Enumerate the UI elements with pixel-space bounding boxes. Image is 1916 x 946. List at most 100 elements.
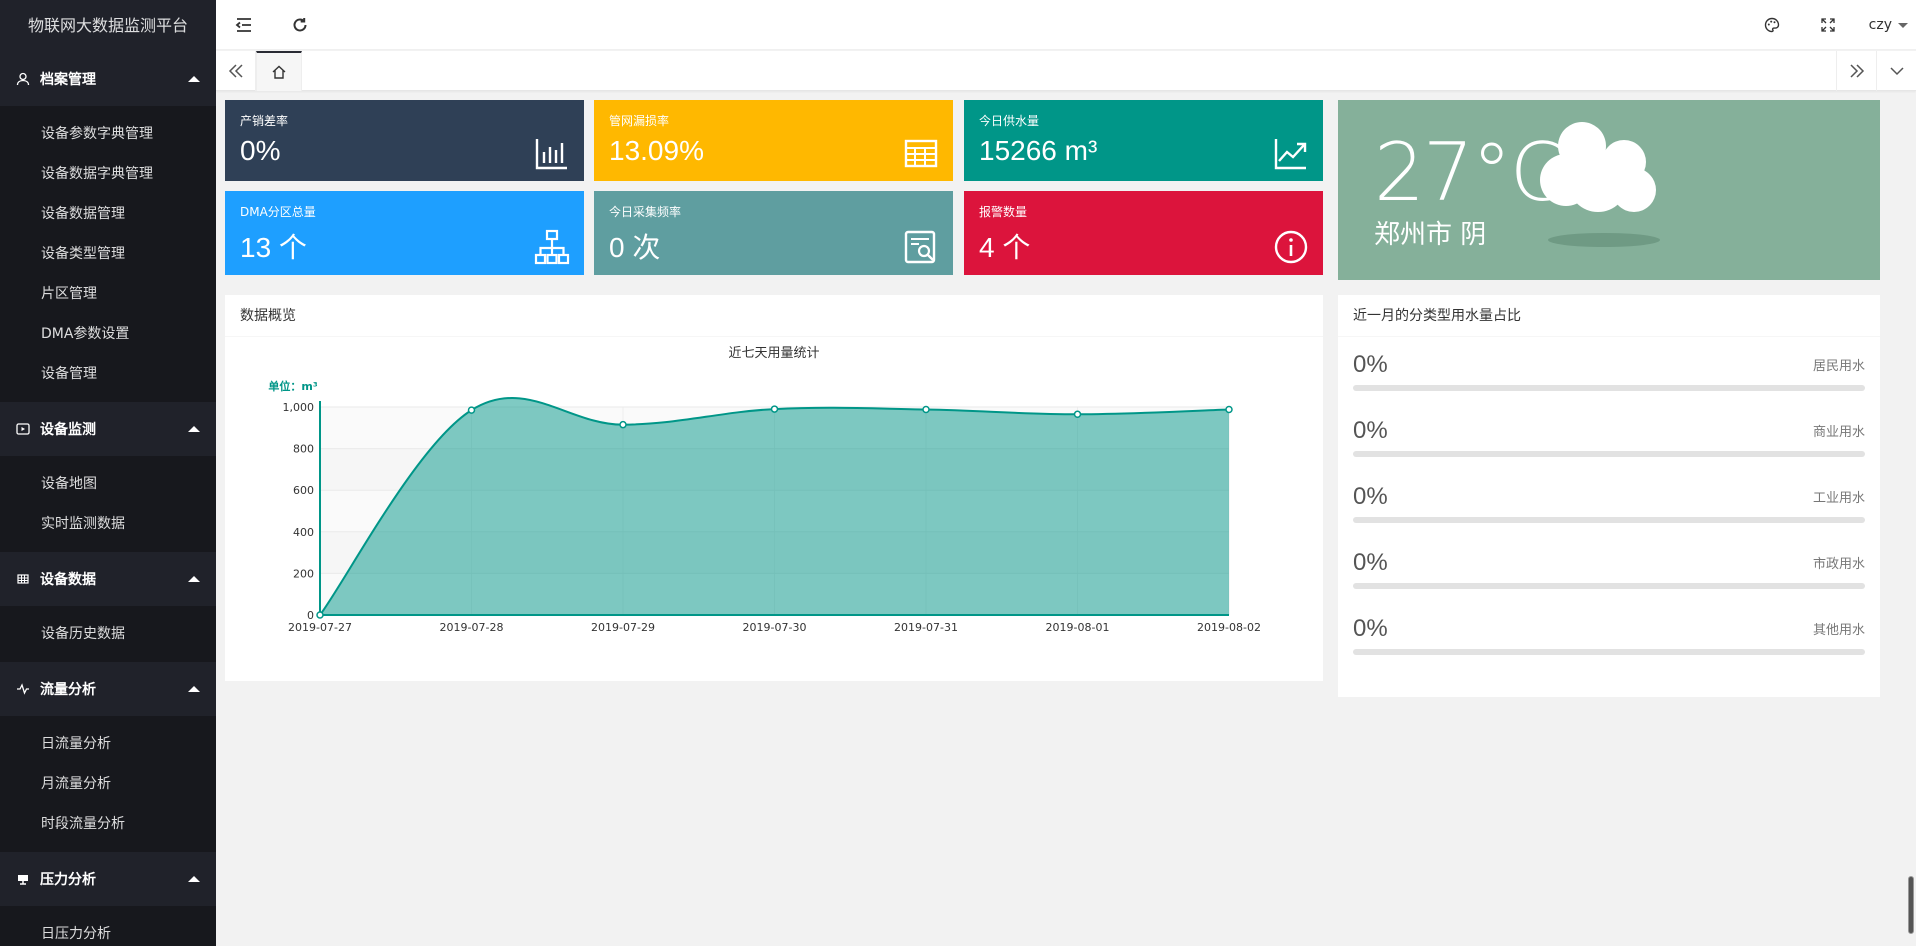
user-menu[interactable]: czy	[1869, 0, 1908, 50]
usage-ratio-value: 0%	[1353, 351, 1388, 378]
stat-card-value: 0 次	[609, 232, 661, 263]
overview-panel: 数据概览 近七天用量统计 单位：m³ 0 200 400 600 800 1,000 201…	[225, 295, 1323, 681]
usage-ratio-value: 0%	[1353, 549, 1388, 576]
usage-area-chart[interactable]: 近七天用量统计 单位：m³ 0 200 400 600 800 1,000 2019-07-…	[225, 337, 1323, 681]
chart-data-point	[619, 420, 627, 429]
chart-area-series	[320, 397, 1229, 615]
monitor-icon	[16, 872, 30, 886]
usage-ratio-row: 0% 市政用水	[1353, 549, 1865, 589]
stat-card-title: 今日供水量	[979, 114, 1040, 128]
sidebar-item[interactable]: 设备数据字典管理	[41, 166, 153, 182]
usage-ratio-label: 市政用水	[1812, 557, 1865, 572]
chart-y-tick-label: 600	[293, 484, 314, 497]
sidebar-item[interactable]: 设备历史数据	[41, 626, 125, 642]
usage-ratio-label: 居民用水	[1812, 359, 1865, 374]
stat-card: 今日供水量 15266 m³	[964, 100, 1323, 181]
chevron-up-icon	[188, 76, 200, 82]
usage-ratio-value: 0%	[1353, 483, 1388, 510]
bar-chart-icon	[534, 135, 570, 171]
tabs-scroll-right-icon[interactable]	[1836, 51, 1876, 91]
sidebar-item[interactable]: 设备管理	[41, 366, 97, 382]
chart-data-point	[922, 405, 930, 414]
sidebar-submenu: 设备地图实时监测数据	[0, 456, 216, 552]
sidebar-group-4[interactable]: 流量分析	[0, 662, 216, 716]
chevron-up-icon	[188, 686, 200, 692]
sidebar-group-3[interactable]: 设备数据	[0, 552, 216, 606]
chart-y-tick-label: 0	[307, 609, 314, 622]
chart-data-point	[1225, 405, 1233, 414]
fullscreen-icon[interactable]	[1800, 0, 1856, 50]
refresh-icon[interactable]	[272, 0, 328, 50]
sidebar-group-1[interactable]: 档案管理	[0, 52, 216, 106]
search-doc-icon	[903, 229, 939, 265]
tabs-bar	[216, 51, 1916, 91]
stat-card-title: 报警数量	[979, 205, 1028, 219]
usage-ratio-row: 0% 其他用水	[1353, 615, 1865, 655]
sidebar-group-2[interactable]: 设备监测	[0, 402, 216, 456]
usage-ratio-value: 0%	[1353, 417, 1388, 444]
usage-ratio-label: 其他用水	[1812, 623, 1865, 638]
cloud-icon	[1540, 122, 1660, 247]
chevron-up-icon	[188, 576, 200, 582]
chart-data-point	[467, 406, 476, 414]
sidebar-submenu: 日压力分析	[0, 906, 216, 946]
chart-data-point	[770, 405, 779, 413]
stat-card-value: 4 个	[979, 232, 1031, 263]
chart-x-tick-label: 2019-08-01	[1046, 621, 1110, 634]
chart-data-point	[1073, 410, 1082, 419]
play-icon	[16, 422, 30, 436]
sidebar-submenu: 设备历史数据	[0, 606, 216, 662]
sidebar-item[interactable]: 设备参数字典管理	[41, 126, 153, 142]
chevron-up-icon	[188, 426, 200, 432]
sidebar-item[interactable]: 设备地图	[41, 476, 97, 492]
sidebar-item[interactable]: 日流量分析	[41, 736, 111, 752]
sidebar-item[interactable]: DMA参数设置	[41, 326, 130, 342]
sidebar-item[interactable]: 设备数据管理	[41, 206, 125, 222]
tabs-scroll-left-icon[interactable]	[216, 51, 256, 91]
stat-card-value: 15266 m³	[979, 135, 1098, 166]
weather-city: 郑州市 阴	[1374, 220, 1487, 250]
table-icon	[16, 572, 30, 586]
stat-card: 今日采集频率 0 次	[594, 191, 953, 275]
sidebar-item[interactable]: 日压力分析	[41, 926, 111, 942]
usage-ratio-row: 0% 居民用水	[1353, 351, 1865, 391]
chart-y-tick-label: 400	[293, 526, 314, 539]
sidebar-item[interactable]: 月流量分析	[41, 776, 111, 792]
chart-x-tick-label: 2019-07-27	[288, 621, 352, 634]
weather-panel: 27°C 郑州市 阴	[1338, 100, 1880, 280]
chart-x-tick-label: 2019-07-31	[894, 621, 958, 634]
sidebar-item[interactable]: 时段流量分析	[41, 816, 125, 832]
tabs-dropdown-icon[interactable]	[1876, 51, 1916, 91]
sidebar-submenu: 日流量分析月流量分析时段流量分析	[0, 716, 216, 852]
info-icon	[1273, 229, 1309, 265]
usage-ratio-progress	[1353, 517, 1865, 523]
usage-ratio-row: 0% 工业用水	[1353, 483, 1865, 523]
chevron-up-icon	[188, 876, 200, 882]
wave-icon	[16, 682, 30, 696]
stat-card-value: 13 个	[240, 232, 307, 263]
usage-ratio-progress	[1353, 649, 1865, 655]
usage-ratio-progress	[1353, 451, 1865, 457]
chart-x-tick-label: 2019-07-28	[440, 621, 504, 634]
sidebar-group-5[interactable]: 压力分析	[0, 852, 216, 906]
stat-card: 报警数量 4 个	[964, 191, 1323, 275]
sidebar-item[interactable]: 设备类型管理	[41, 246, 125, 262]
usage-ratio-value: 0%	[1353, 615, 1388, 642]
stat-card: 管网漏损率 13.09%	[594, 100, 953, 181]
stat-card: 产销差率 0%	[225, 100, 584, 181]
usage-ratio-progress	[1353, 385, 1865, 391]
chart-x-tick-label: 2019-08-02	[1197, 621, 1261, 634]
theme-icon[interactable]	[1744, 0, 1800, 50]
overview-title: 数据概览	[225, 295, 1323, 337]
sidebar-item[interactable]: 实时监测数据	[41, 516, 125, 532]
user-icon	[16, 72, 30, 86]
chart-y-tick-label: 800	[293, 443, 314, 456]
page-scrollbar[interactable]	[1908, 876, 1914, 934]
chevron-down-icon	[1898, 23, 1908, 28]
chart-data-point	[316, 611, 324, 619]
sidebar-group-label: 压力分析	[40, 872, 96, 888]
sidebar-item[interactable]: 片区管理	[41, 286, 97, 302]
collapse-menu-icon[interactable]	[216, 0, 272, 50]
tab-home[interactable]	[256, 51, 302, 91]
usage-ratio-title: 近一月的分类型用水量占比	[1338, 295, 1880, 337]
